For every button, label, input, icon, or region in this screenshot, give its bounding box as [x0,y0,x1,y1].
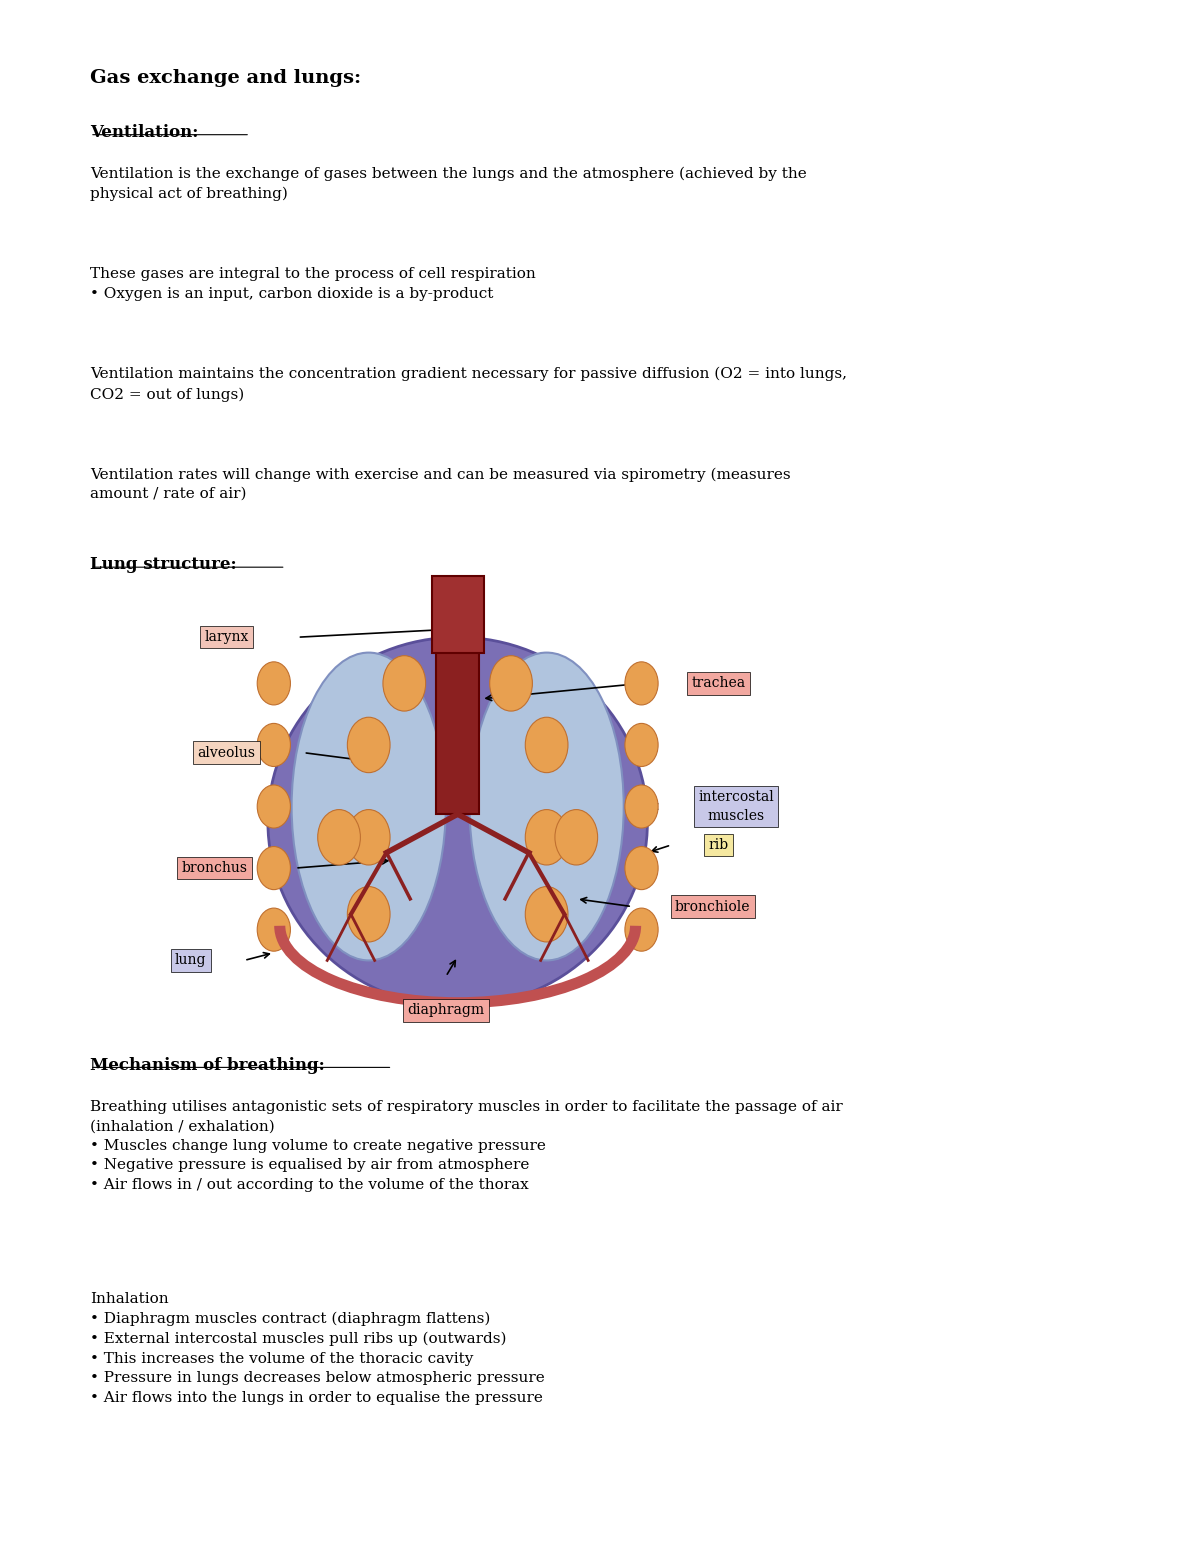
Circle shape [347,887,390,943]
Text: lung: lung [175,954,206,968]
Circle shape [526,887,568,943]
Text: alveolus: alveolus [197,745,256,759]
Circle shape [257,662,290,705]
Text: rib: rib [708,839,728,853]
Text: Mechanism of breathing:: Mechanism of breathing: [90,1056,325,1073]
Circle shape [625,909,658,950]
Text: larynx: larynx [204,631,248,644]
FancyBboxPatch shape [437,621,479,814]
Circle shape [554,809,598,865]
Circle shape [347,809,390,865]
Text: Ventilation rates will change with exercise and can be measured via spirometry (: Ventilation rates will change with exerc… [90,467,791,502]
Circle shape [625,662,658,705]
Circle shape [526,809,568,865]
Text: Gas exchange and lungs:: Gas exchange and lungs: [90,68,361,87]
Circle shape [625,846,658,890]
Text: Ventilation:: Ventilation: [90,124,198,141]
Text: intercostal
muscles: intercostal muscles [698,790,774,823]
Ellipse shape [469,652,624,960]
Circle shape [318,809,360,865]
Circle shape [383,655,426,711]
Text: bronchiole: bronchiole [674,899,750,913]
Circle shape [257,909,290,950]
Circle shape [257,846,290,890]
FancyBboxPatch shape [432,576,484,652]
Ellipse shape [292,652,446,960]
Text: bronchus: bronchus [181,860,247,874]
Text: These gases are integral to the process of cell respiration
• Oxygen is an input: These gases are integral to the process … [90,267,535,301]
Text: diaphragm: diaphragm [407,1003,485,1017]
Text: Ventilation is the exchange of gases between the lungs and the atmosphere (achie: Ventilation is the exchange of gases bet… [90,168,806,202]
Text: Ventilation maintains the concentration gradient necessary for passive diffusion: Ventilation maintains the concentration … [90,367,847,402]
Circle shape [625,724,658,767]
Text: trachea: trachea [691,677,745,691]
Circle shape [526,717,568,773]
Circle shape [257,784,290,828]
Ellipse shape [268,637,648,1006]
Circle shape [490,655,533,711]
Circle shape [347,717,390,773]
Text: Lung structure:: Lung structure: [90,556,236,573]
Text: Breathing utilises antagonistic sets of respiratory muscles in order to facilita: Breathing utilises antagonistic sets of … [90,1100,842,1191]
Text: Inhalation
• Diaphragm muscles contract (diaphragm flattens)
• External intercos: Inhalation • Diaphragm muscles contract … [90,1292,545,1405]
Circle shape [257,724,290,767]
Circle shape [625,784,658,828]
